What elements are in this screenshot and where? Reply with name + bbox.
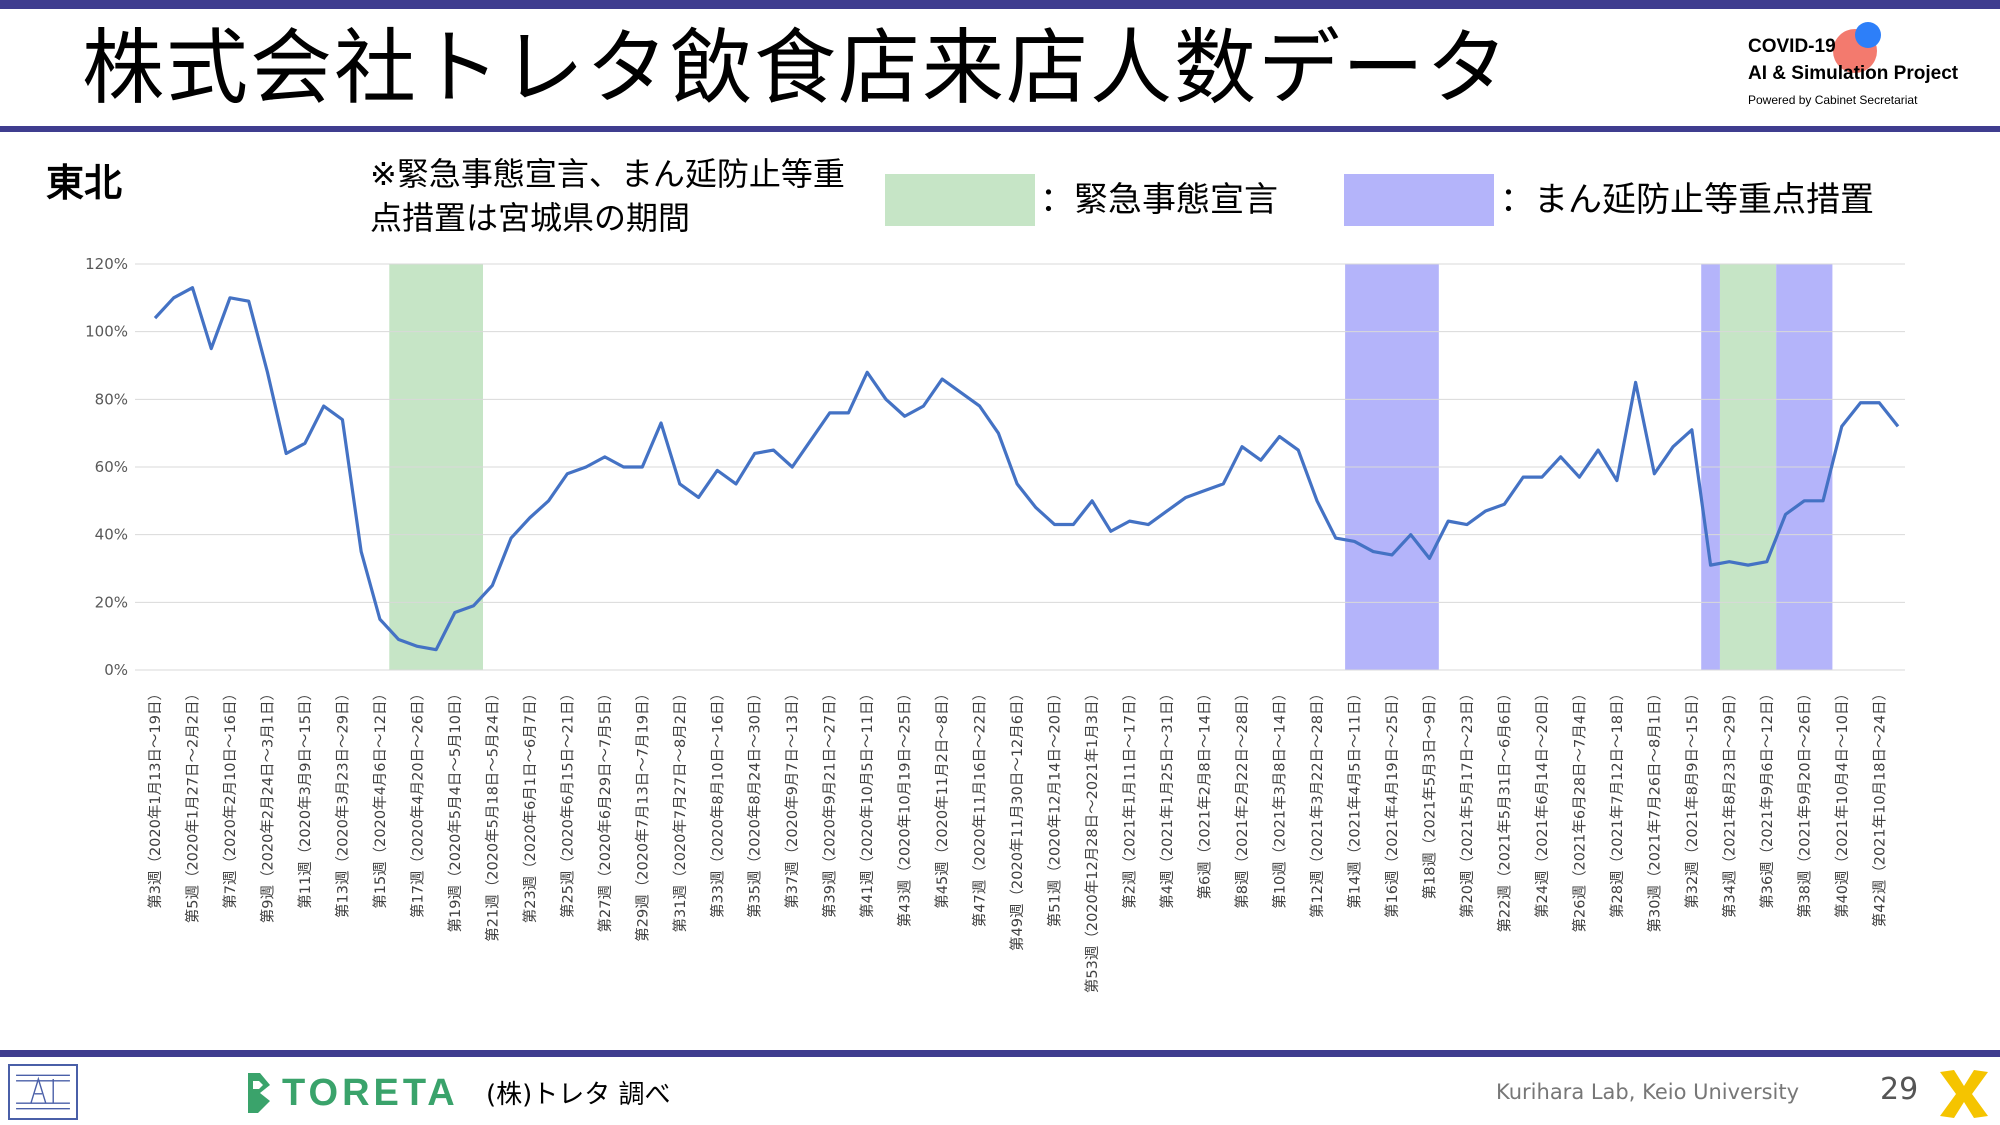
legend-label-priority-measures: ：まん延防止等重点措置 (1500, 180, 1874, 220)
x-tick-label: 第45週（2020年11月2日～8日） (933, 686, 951, 909)
y-tick-label: 100% (85, 323, 128, 341)
x-tick-label: 第29週（2020年7月13日～7月19日） (633, 686, 651, 942)
footer-divider (0, 1050, 2000, 1057)
x-tick-label: 第40週（2021年10月4日～10日） (1833, 686, 1851, 918)
y-tick-label: 20% (95, 593, 128, 611)
lab-credit: Kurihara Lab, Keio University (1496, 1080, 1800, 1104)
x-tick-label: 第13週（2020年3月23日～29日） (333, 686, 351, 918)
x-tick-label: 第6週（2021年2月8日～14日） (1196, 686, 1214, 900)
x-tick-label: 第26週（2021年6月28日～7月4日） (1570, 686, 1588, 932)
x-tick-label: 第7週（2020年2月10日～16日） (221, 686, 239, 909)
y-tick-label: 0% (104, 661, 128, 679)
x-tick-label: 第10週（2021年3月8日～14日） (1271, 686, 1289, 909)
x-tick-label: 第16週（2021年4月19日～25日） (1383, 686, 1401, 918)
y-tick-label: 120% (85, 255, 128, 273)
x-tick-label: 第47週（2020年11月16日～22日） (971, 686, 989, 927)
covid-project-logo: COVID-19 AI & Simulation Project Powered… (1748, 22, 1988, 116)
gridlines (135, 263, 1905, 671)
x-tick-label: 第38週（2021年9月20日～26日） (1795, 686, 1813, 918)
x-tick-label: 第31週（2020年7月27日～8月2日） (671, 686, 689, 932)
x-tick-label: 第4週（2021年1月25日～31日） (1158, 686, 1176, 909)
page-number: 29 (1880, 1072, 1919, 1107)
x-tick-label: 第53週（2020年12月28日～2021年1月3日） (1083, 686, 1101, 993)
x-tick-label: 第35週（2020年8月24日～30日） (746, 686, 764, 918)
y-tick-label: 60% (95, 458, 128, 476)
x-tick-label: 第19週（2020年5月4日～5月10日） (446, 686, 464, 932)
x-tick-label: 第18週（2021年5月3日～9日） (1420, 686, 1438, 900)
legend-swatch-priority-measures (1344, 174, 1494, 226)
x-tick-label: 第51週（2020年12月14日～20日） (1046, 686, 1064, 927)
toreta-logo: TORETA (244, 1068, 459, 1118)
y-axis-ticks: 0% 20% 40% 60% 80% 100% 120% (85, 255, 128, 679)
period-note: ※緊急事態宣言、まん延防止等重点措置は宮城県の期間 (370, 155, 845, 237)
x-tick-label: 第39週（2020年9月21日～27日） (821, 686, 839, 918)
x-tick-label: 第43週（2020年10月19日～25日） (896, 686, 914, 927)
x-tick-label: 第49週（2020年11月30日～12月6日） (1008, 686, 1026, 951)
region-label: 東北 (46, 161, 123, 205)
x-tick-label: 第11週（2020年3月9日～15日） (296, 686, 314, 909)
x-tick-label: 第17週（2020年4月20日～26日） (408, 686, 426, 918)
data-source: (株)トレタ 調べ (486, 1080, 671, 1110)
x-tick-label: 第24週（2021年6月14日～20日） (1533, 686, 1551, 918)
x-tick-label: 第37週（2020年9月7日～13日） (783, 686, 801, 909)
logo-blue-circle-icon (1855, 22, 1881, 48)
ai-lab-logo-icon (8, 1064, 78, 1120)
legend-swatch-emergency (885, 174, 1035, 226)
logo-line-1: COVID-19 (1748, 36, 1836, 57)
x-tick-label: 第8週（2021年2月22日～28日） (1233, 686, 1251, 909)
page-title: 株式会社トレタ飲食店来店人数データ (82, 21, 1511, 116)
top-accent-bar (0, 0, 2000, 9)
x-tick-label: 第25週（2020年6月15日～21日） (558, 686, 576, 918)
logo-line-2: AI & Simulation Project (1748, 63, 1959, 84)
x-tick-label: 第33週（2020年8月10日～16日） (708, 686, 726, 918)
x-tick-label: 第14週（2021年4月5日～11日） (1345, 686, 1363, 909)
series-line (153, 286, 1900, 652)
title-divider (0, 126, 2000, 132)
x-tick-label: 第34週（2021年8月23日～29日） (1720, 686, 1738, 918)
x-tick-label: 第12週（2021年3月22日～28日） (1308, 686, 1326, 918)
x-axis-ticks: 第3週（2020年1月13日～19日） 第5週（2020年1月27日～2月2日） 第… (146, 686, 1888, 993)
x-tick-label: 第22週（2021年5月31日～6月6日） (1495, 686, 1513, 932)
x-tick-label: 第2週（2021年1月11日～17日） (1121, 686, 1139, 909)
x-tick-label: 第36週（2021年9月6日～12日） (1758, 686, 1776, 909)
toreta-mark-icon (248, 1073, 270, 1113)
x-tick-label: 第27週（2020年6月29日～7月5日） (596, 686, 614, 932)
x-tick-label: 第32週（2021年8月9日～15日） (1683, 686, 1701, 909)
y-tick-label: 40% (95, 526, 128, 544)
x-tick-label: 第41週（2020年10月5日～11日） (858, 686, 876, 918)
x-tick-label: 第20週（2021年5月17日～23日） (1458, 686, 1476, 918)
x-tick-label: 第15週（2020年4月6日～12日） (371, 686, 389, 909)
logo-line-3: Powered by Cabinet Secretariat (1748, 93, 1918, 107)
x-logo-icon (1940, 1070, 1988, 1118)
line-chart: 0% 20% 40% 60% 80% 100% 120% 第3週（2020年1月13日～19… (85, 255, 1905, 993)
toreta-wordmark: TORETA (282, 1071, 459, 1114)
x-tick-label: 第42週（2021年10月18日～24日） (1870, 686, 1888, 927)
x-tick-label: 第28週（2021年7月12日～18日） (1608, 686, 1626, 918)
x-tick-label: 第21週（2020年5月18日～5月24日） (483, 686, 501, 942)
x-tick-label: 第23週（2020年6月1日～6月7日） (521, 686, 539, 923)
x-tick-label: 第5週（2020年1月27日～2月2日） (183, 686, 201, 923)
x-tick-label: 第3週（2020年1月13日～19日） (146, 686, 164, 909)
x-tick-label: 第30週（2021年7月26日～8月1日） (1645, 686, 1663, 932)
y-tick-label: 80% (95, 390, 128, 408)
legend-label-emergency: ：緊急事態宣言 (1040, 180, 1278, 220)
x-tick-label: 第9週（2020年2月24日～3月1日） (258, 686, 276, 923)
